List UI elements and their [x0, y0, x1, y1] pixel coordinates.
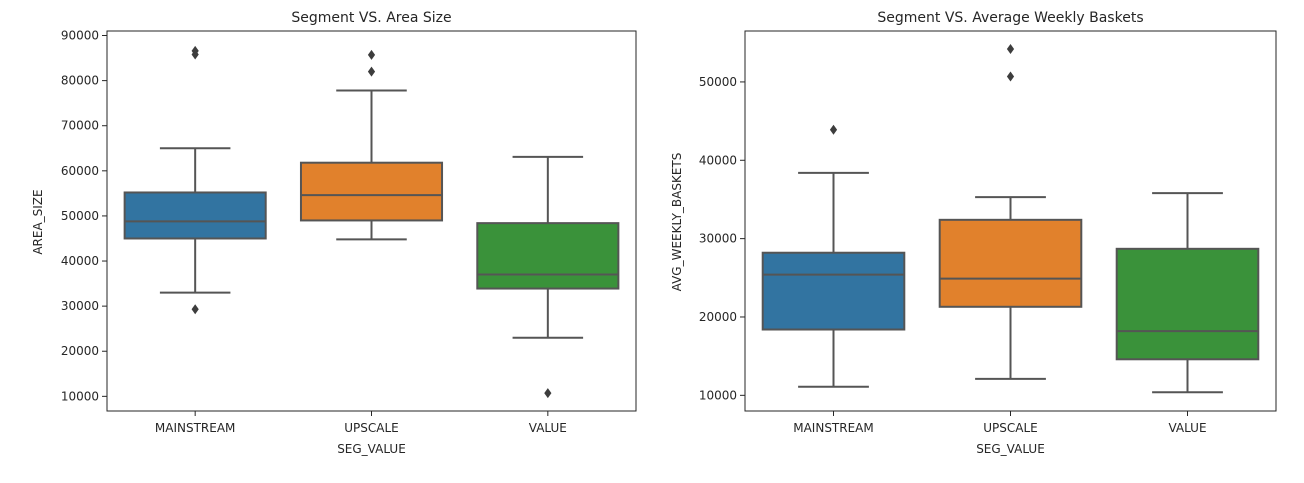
- iqr-box: [123, 191, 267, 240]
- y-tick-label: 50000: [61, 209, 99, 223]
- y-tick-label: 30000: [61, 299, 99, 313]
- outlier-point: [367, 49, 376, 60]
- y-axis-label: AVG_WEEKLY_BASKETS: [670, 153, 684, 292]
- chart-title: Segment VS. Area Size: [291, 10, 451, 26]
- y-tick-label: 60000: [61, 164, 99, 178]
- iqr-box: [299, 161, 444, 222]
- outlier-point: [1006, 44, 1015, 55]
- y-tick-label: 40000: [61, 254, 99, 268]
- y-axis-label: AREA_SIZE: [31, 189, 45, 254]
- plot-frame: [106, 30, 637, 412]
- chart-title: Segment VS. Average Weekly Baskets: [877, 10, 1143, 26]
- iqr-box: [938, 218, 1083, 308]
- y-tick-label: 70000: [61, 119, 99, 133]
- outlier-point: [1006, 71, 1015, 82]
- y-tick-label: 50000: [699, 75, 737, 89]
- y-tick-label: 30000: [699, 232, 737, 246]
- x-tick-label: VALUE: [1168, 421, 1206, 435]
- box-upscale: [299, 49, 444, 241]
- iqr-box: [476, 222, 620, 290]
- box-upscale: [938, 44, 1083, 380]
- y-tick-label: 80000: [61, 74, 99, 88]
- x-axis-label: SEG_VALUE: [976, 442, 1045, 456]
- y-tick-label: 10000: [61, 389, 99, 403]
- x-tick-label: UPSCALE: [344, 421, 399, 435]
- x-tick-label: VALUE: [529, 421, 567, 435]
- iqr-box: [761, 251, 906, 331]
- outlier-point: [829, 124, 838, 135]
- y-tick-label: 40000: [699, 153, 737, 167]
- outlier-point: [191, 304, 199, 315]
- y-tick-label: 10000: [699, 388, 737, 402]
- x-tick-label: MAINSTREAM: [793, 421, 874, 435]
- y-tick-label: 90000: [61, 29, 99, 43]
- box-value: [1115, 192, 1260, 394]
- outlier-point: [191, 45, 199, 56]
- box-mainstream: [123, 45, 267, 315]
- area-size-boxplot: Segment VS. Area Size SEG_VALUE AREA_SIZ…: [31, 10, 637, 456]
- x-tick-label: MAINSTREAM: [155, 421, 236, 435]
- x-tick-label: UPSCALE: [983, 421, 1038, 435]
- iqr-box: [1115, 247, 1260, 361]
- plot-frame: [744, 30, 1277, 412]
- box-value: [476, 155, 620, 399]
- box-mainstream: [761, 124, 906, 388]
- y-tick-label: 20000: [699, 310, 737, 324]
- x-axis-label: SEG_VALUE: [337, 442, 406, 456]
- outlier-point: [367, 66, 376, 77]
- outlier-point: [544, 388, 552, 399]
- weekly-baskets-boxplot: Segment VS. Average Weekly Baskets SEG_V…: [670, 10, 1277, 456]
- y-tick-label: 20000: [61, 344, 99, 358]
